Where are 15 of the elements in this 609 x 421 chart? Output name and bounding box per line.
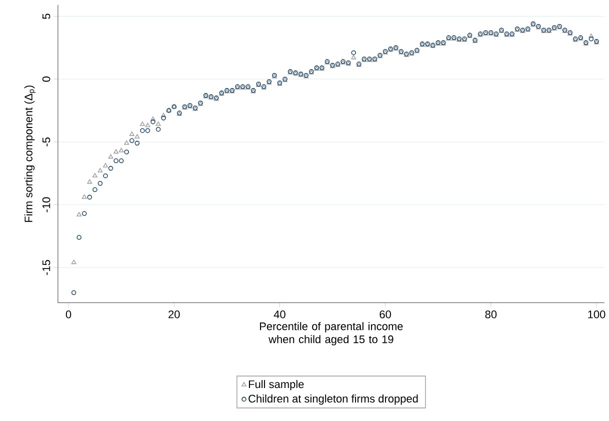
x-tick-label: 40	[274, 310, 286, 318]
x-tick-label: 20	[168, 310, 180, 318]
x-tick-label: 60	[380, 310, 391, 318]
y-axis-title: Firm sorting component (Δ$_{p}$)	[24, 86, 36, 222]
x-axis-title: Percentile of parental income when child aged 15 to 19	[260, 322, 403, 346]
y-tick-label: 5	[42, 14, 50, 20]
x-tick-label: 0	[66, 310, 72, 318]
y-tick-label: -10	[42, 197, 50, 212]
legend-label: Children at singleton firms dropped	[248, 394, 418, 405]
x-tick-label: 100	[588, 310, 606, 318]
y-tick-label: 0	[42, 76, 50, 82]
x-tick-label: 80	[485, 310, 497, 318]
y-tick-label: -15	[42, 260, 50, 276]
legend-label: Full sample	[248, 380, 304, 390]
y-tick-label: -5	[42, 138, 50, 147]
